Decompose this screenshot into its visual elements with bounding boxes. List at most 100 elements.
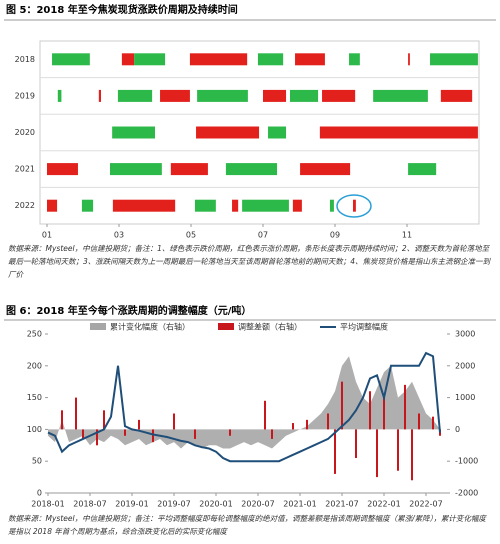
- bar: [75, 397, 77, 430]
- period-bar: [242, 199, 289, 212]
- period-bar: [225, 163, 278, 176]
- y-tick-label: 200: [27, 361, 42, 370]
- period-bar: [232, 199, 239, 212]
- bar: [292, 423, 294, 430]
- bar: [82, 429, 84, 439]
- y-tick-label: 50: [32, 457, 42, 466]
- period-bar: [257, 53, 284, 66]
- y2-tick-label: 2000: [455, 361, 475, 370]
- period-bar: [112, 199, 176, 212]
- period-bar: [408, 163, 437, 176]
- period-bar: [263, 89, 287, 102]
- period-bar: [430, 53, 478, 66]
- x-tick-label: 11: [402, 231, 412, 240]
- bar: [264, 400, 266, 430]
- bar: [194, 429, 196, 439]
- period-bar: [121, 53, 135, 66]
- bar: [271, 429, 273, 439]
- bar: [334, 429, 336, 474]
- legend-label: 平均调整幅度: [340, 322, 388, 332]
- legend-swatch: [90, 323, 106, 330]
- period-bar: [197, 89, 248, 102]
- row-label: 2020: [15, 128, 35, 137]
- x-tick-label: 2022-07: [409, 500, 442, 509]
- x-tick-label: 2019-07: [157, 500, 190, 509]
- figure-title: 图 6：2018 年至今每个涨跌周期的调整幅度（元/吨）: [6, 304, 251, 317]
- bar: [355, 429, 357, 459]
- x-tick-label: 2020-07: [241, 500, 274, 509]
- x-tick-label: 2018-07: [73, 500, 106, 509]
- x-tick-label: 2019-01: [115, 500, 148, 509]
- period-bar: [373, 89, 428, 102]
- figure-note: 数据来源：Mysteel，中信建投期货；备注：平均调整幅度即每轮调整幅度的绝对值…: [8, 514, 486, 536]
- period-bar: [47, 199, 58, 212]
- row-label: 2018: [15, 55, 35, 64]
- bar: [327, 413, 329, 430]
- period-bar: [110, 163, 162, 176]
- y-tick-label: 0: [37, 489, 42, 498]
- plot-frame: [39, 40, 480, 225]
- bar: [397, 429, 399, 471]
- period-bar: [268, 126, 287, 139]
- y2-tick-label: 1000: [455, 393, 475, 402]
- x-tick-label: 07: [258, 231, 268, 240]
- area: [48, 356, 440, 449]
- x-tick-label: 2020-01: [199, 500, 232, 509]
- bar: [306, 419, 308, 430]
- bar: [369, 391, 371, 430]
- bar: [173, 413, 175, 430]
- period-bar: [117, 89, 153, 102]
- y2-tick-label: -2000: [455, 489, 478, 498]
- y-tick-label: 100: [27, 425, 42, 434]
- period-bar: [196, 126, 260, 139]
- period-bar: [134, 53, 166, 66]
- period-bar: [300, 163, 351, 176]
- period-bar: [292, 199, 302, 212]
- bar: [138, 419, 140, 430]
- x-tick-label: 05: [186, 231, 196, 240]
- x-tick-label: 2021-07: [325, 500, 358, 509]
- legend-label: 累计变化幅度（右轴）: [110, 322, 190, 332]
- bar: [411, 429, 413, 481]
- x-tick-label: 09: [330, 231, 340, 240]
- x-tick-label: 2021-01: [283, 500, 316, 509]
- bar: [229, 429, 231, 436]
- x-tick-label: 2018-01: [31, 500, 64, 509]
- bar: [61, 410, 63, 430]
- period-bar: [322, 89, 356, 102]
- row-label: 2021: [15, 165, 35, 174]
- legend-label: 调整差额（右轴）: [238, 322, 302, 332]
- period-bar: [189, 53, 248, 66]
- y2-tick-label: 0: [455, 425, 460, 434]
- y-tick-label: 150: [27, 393, 42, 402]
- line: [47, 351, 441, 463]
- period-bar: [329, 199, 334, 212]
- x-tick-label: 01: [42, 231, 52, 240]
- period-bar: [408, 53, 410, 66]
- period-bar: [440, 89, 473, 102]
- y2-tick-label: -1000: [455, 457, 478, 466]
- bar: [376, 429, 378, 478]
- bar: [96, 429, 98, 446]
- figure-title: 图 5：2018 年至今焦炭现货涨跌价周期及持续时间: [6, 3, 238, 16]
- bar: [383, 397, 385, 430]
- period-bar: [290, 89, 319, 102]
- legend-swatch: [218, 323, 234, 330]
- bar: [103, 410, 105, 430]
- period-bar: [353, 199, 356, 212]
- row-label: 2019: [15, 91, 35, 100]
- period-bar: [194, 199, 216, 212]
- period-bar: [81, 199, 94, 212]
- period-bar: [349, 53, 360, 66]
- period-bar: [57, 89, 62, 102]
- bar: [404, 384, 406, 430]
- period-bar: [160, 89, 190, 102]
- period-bar: [319, 126, 478, 139]
- bar: [341, 381, 343, 430]
- bar: [418, 413, 420, 430]
- figure-note: 数据来源：Mysteel，中信建投期货；备注：1、绿色表示跌价周期，红色表示涨价…: [8, 244, 491, 279]
- x-tick-label: 2022-01: [367, 500, 400, 509]
- x-tick-label: 03: [114, 231, 124, 240]
